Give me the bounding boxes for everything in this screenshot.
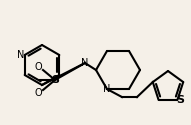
Text: N: N [81,58,89,68]
Text: O: O [34,62,42,72]
Text: S: S [51,75,59,85]
Text: N: N [103,84,111,94]
Text: N: N [17,50,24,60]
Text: O: O [34,88,42,98]
Text: S: S [176,95,184,105]
